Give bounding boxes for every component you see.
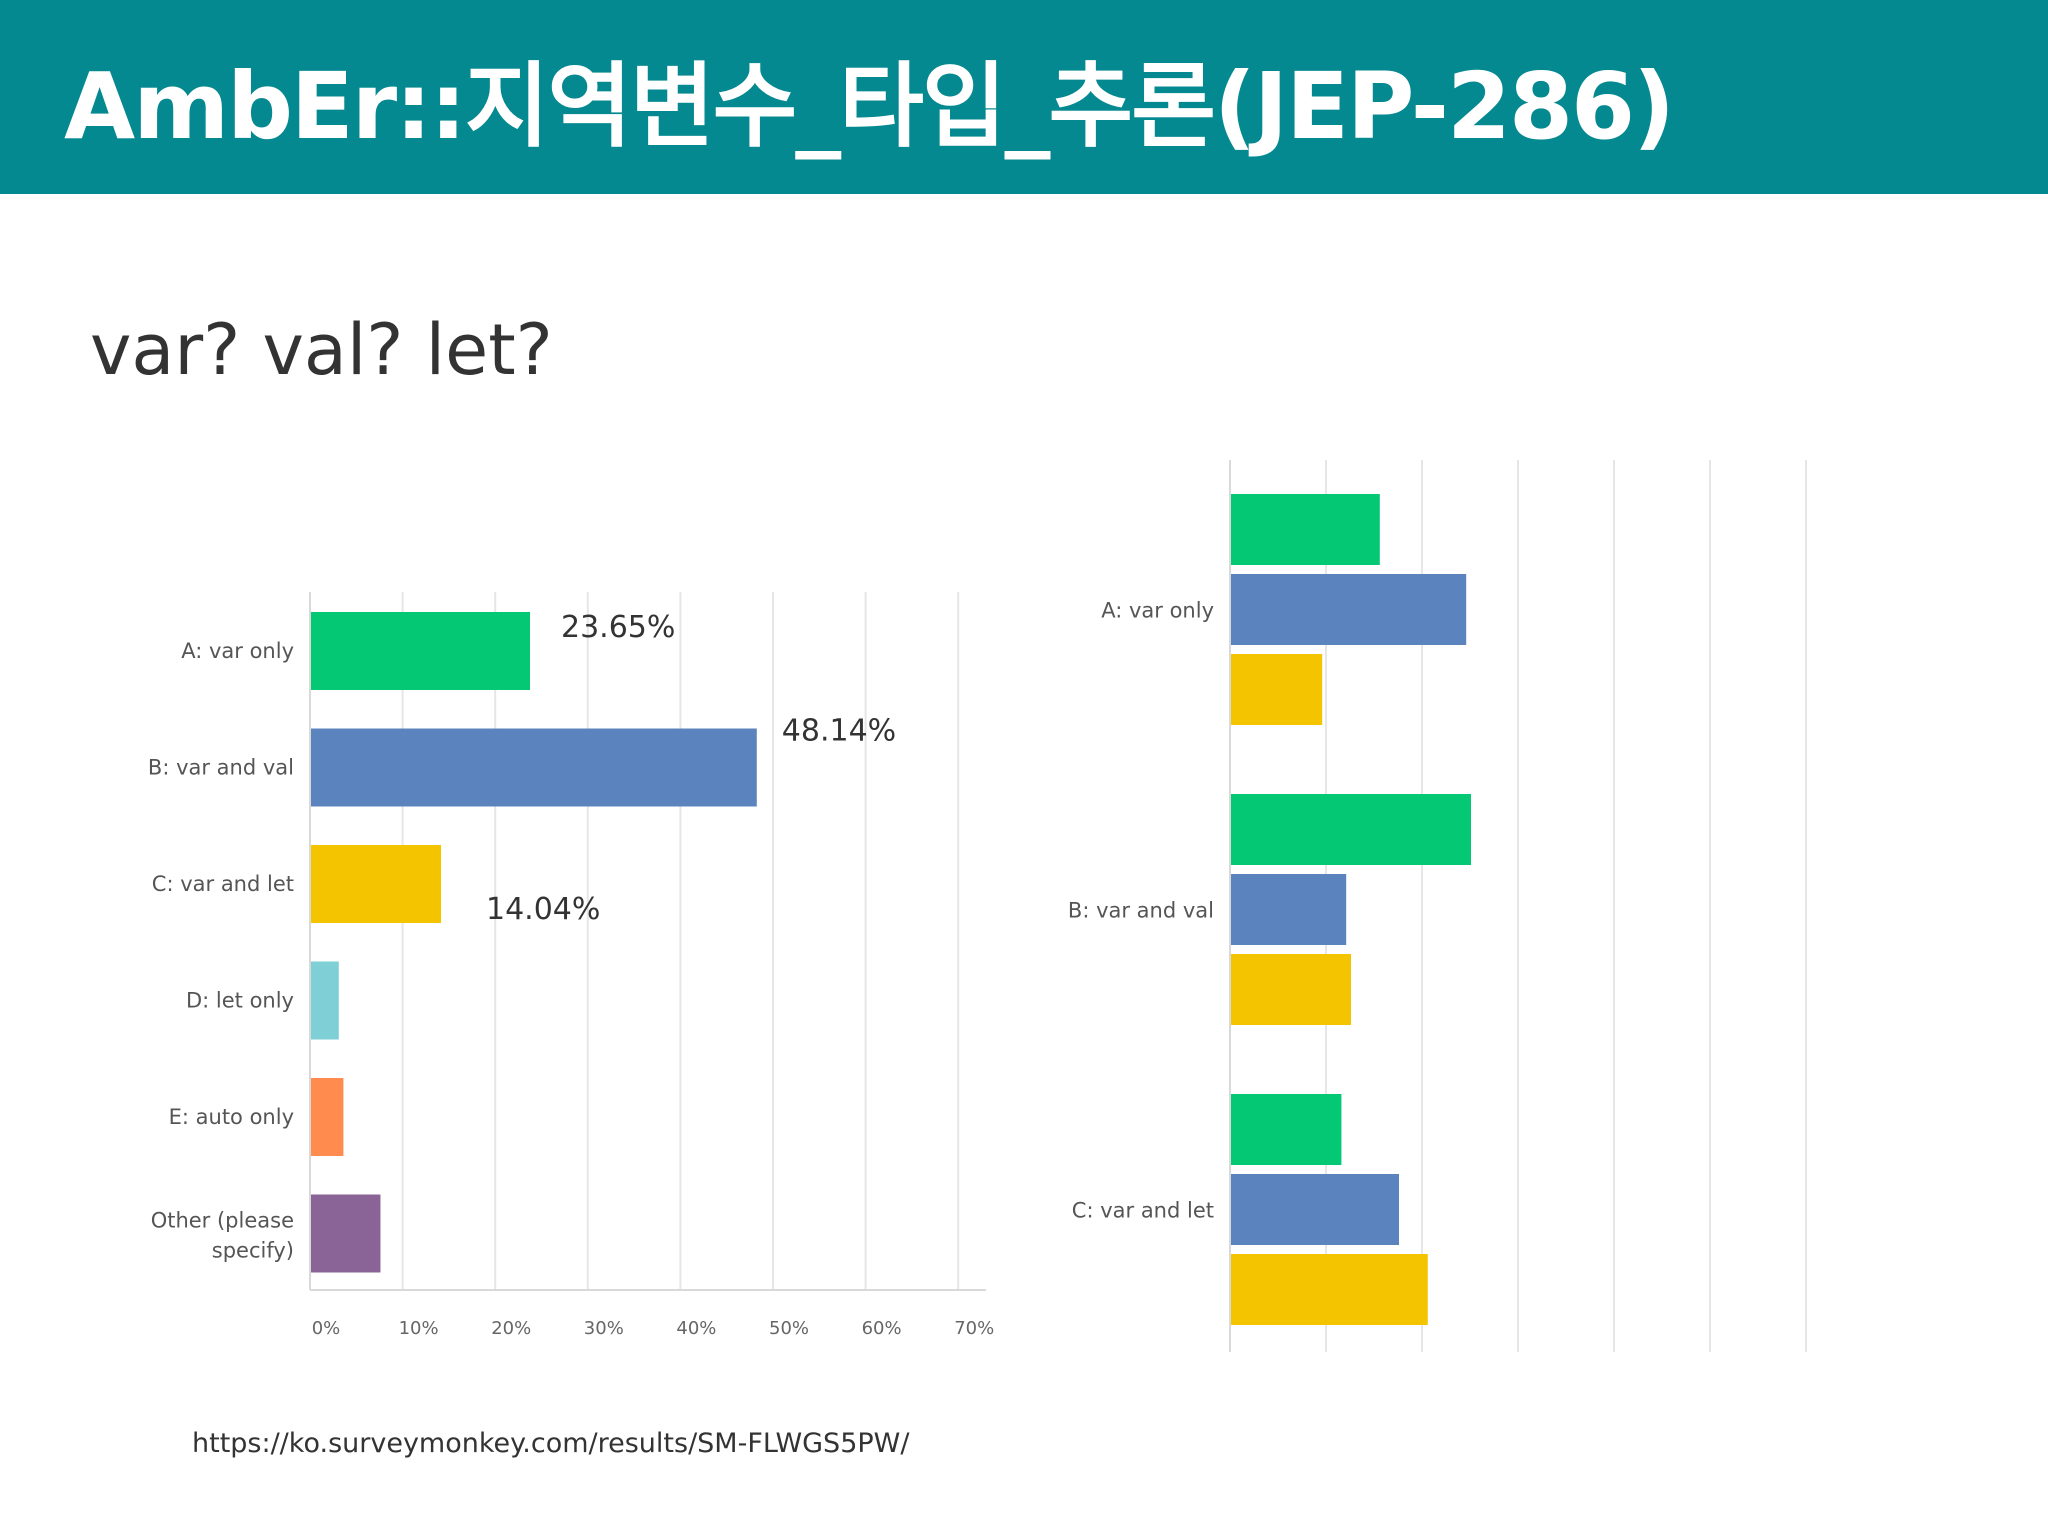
bar [311, 1078, 344, 1156]
category-label: D: let only [186, 989, 294, 1013]
grouped-comparison-chart: A: var only B: var and val C: var and let [1068, 460, 1807, 1352]
survey-results-chart: 0% 10% 20% 30% 40% 50% 60% 70% A: var only 23.65%… [148, 592, 994, 1339]
category-label: C: var and let [152, 872, 294, 896]
bar [1231, 494, 1380, 565]
bar [1231, 954, 1351, 1025]
category-label: specify) [212, 1239, 294, 1263]
bar [1231, 574, 1467, 645]
source-link[interactable]: https://ko.surveymonkey.com/results/SM-F… [192, 1428, 910, 1459]
bar [311, 1194, 381, 1273]
x-tick-label: 10% [399, 1318, 439, 1339]
category-label: Other (please [151, 1209, 294, 1233]
slide-title: AmbEr::지역변수_타입_추론(JEP-286) [64, 53, 1675, 160]
bar [1231, 654, 1323, 725]
data-label: 14.04% [486, 892, 600, 927]
x-tick-label: 70% [954, 1318, 994, 1339]
bar [311, 612, 531, 690]
category-label: C: var and let [1072, 1199, 1214, 1223]
bar [1231, 1174, 1399, 1245]
bar [1231, 1094, 1342, 1165]
category-label: B: var and val [148, 756, 294, 780]
x-tick-label: 0% [312, 1318, 341, 1339]
x-tick-label: 50% [769, 1318, 809, 1339]
bar [1231, 1254, 1428, 1325]
slide-subtitle: var? val? let? [90, 309, 553, 391]
bar [1231, 794, 1471, 865]
x-tick-label: 20% [491, 1318, 531, 1339]
category-label: A: var only [1101, 599, 1214, 623]
category-label: E: auto only [169, 1105, 294, 1129]
x-tick-label: 40% [676, 1318, 716, 1339]
category-label: B: var and val [1068, 899, 1214, 923]
x-tick-label: 60% [862, 1318, 902, 1339]
x-tick-label: 30% [584, 1318, 624, 1339]
data-label: 48.14% [782, 714, 896, 749]
bar [311, 728, 757, 807]
bar [311, 845, 442, 923]
data-label: 23.65% [561, 610, 675, 645]
bar [311, 961, 339, 1040]
title-banner: AmbEr::지역변수_타입_추론(JEP-286) [0, 0, 2048, 194]
category-label: A: var only [181, 639, 294, 663]
bar [1231, 874, 1347, 945]
